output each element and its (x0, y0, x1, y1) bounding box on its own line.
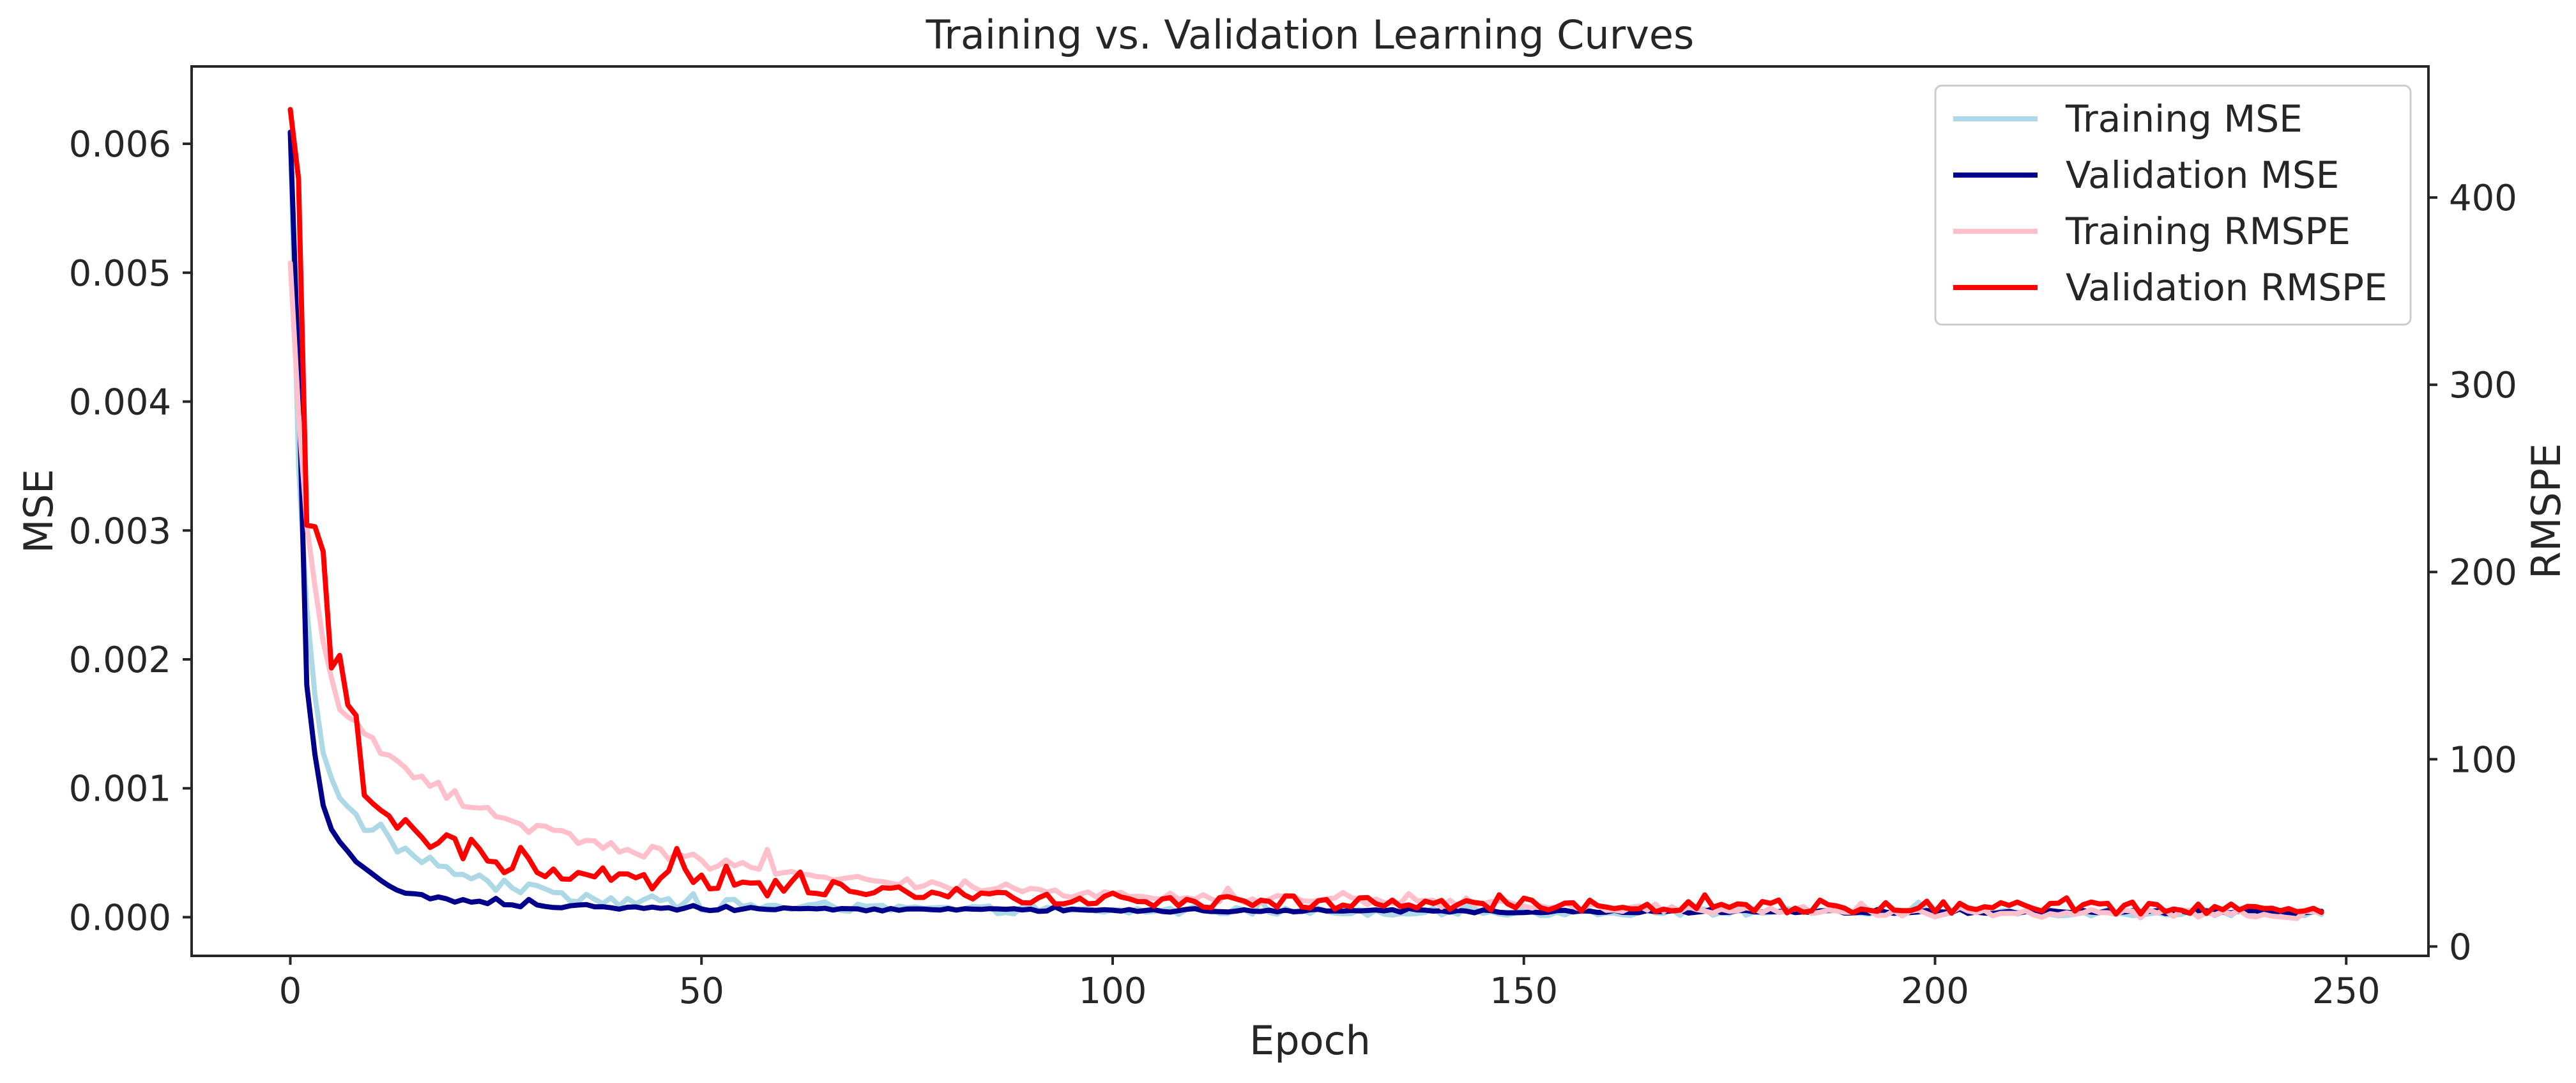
plot-frame (190, 65, 2430, 957)
series-lines (287, 107, 2324, 921)
y-left-tick-label: 0.004 (69, 382, 171, 424)
x-axis: 0 50 100 150 200 250 (279, 956, 2381, 1012)
x-tick-label: 0 (279, 971, 302, 1012)
legend-label: Validation RMSPE (2066, 266, 2388, 309)
y-axis-right: 0 100 200 300 400 (2428, 178, 2517, 968)
y-left-tick-label: 0.005 (69, 253, 171, 295)
y-left-tick-label: 0.002 (69, 640, 171, 681)
x-tick-label: 150 (1490, 971, 1558, 1012)
x-tick-label: 200 (1901, 971, 1969, 1012)
series-line-training-rmspe (287, 260, 2324, 921)
y-left-tick-label: 0.006 (69, 124, 171, 165)
chart-title: Training vs. Validation Learning Curves (926, 12, 1695, 58)
legend-label: Training MSE (2065, 97, 2303, 141)
series-line-validation-rmspe (287, 107, 2324, 917)
x-axis-title: Epoch (1249, 1017, 1371, 1064)
x-tick-label: 50 (679, 971, 724, 1012)
legend-label: Validation MSE (2066, 153, 2339, 197)
legend-box (1934, 84, 2412, 326)
legend: Training MSE Validation MSE Training RMSPE… (1934, 84, 2412, 326)
y-left-tick-label: 0.001 (69, 769, 171, 810)
y-axis-left-title: MSE (15, 469, 62, 553)
y-left-tick-label: 0.000 (69, 897, 171, 939)
x-tick-label: 100 (1079, 971, 1147, 1012)
legend-label: Training RMSPE (2065, 210, 2351, 253)
y-right-tick-label: 200 (2449, 552, 2517, 594)
y-right-tick-label: 300 (2449, 365, 2517, 406)
y-left-tick-label: 0.003 (69, 511, 171, 552)
y-right-tick-label: 100 (2449, 739, 2517, 781)
y-right-tick-label: 0 (2449, 926, 2472, 968)
y-axis-left: 0.000 0.001 0.002 0.003 0.004 0.005 0.006 (69, 124, 192, 939)
x-tick-label: 250 (2312, 971, 2381, 1012)
y-axis-right-title: RMSPE (2523, 443, 2570, 580)
y-right-tick-label: 400 (2449, 178, 2517, 219)
